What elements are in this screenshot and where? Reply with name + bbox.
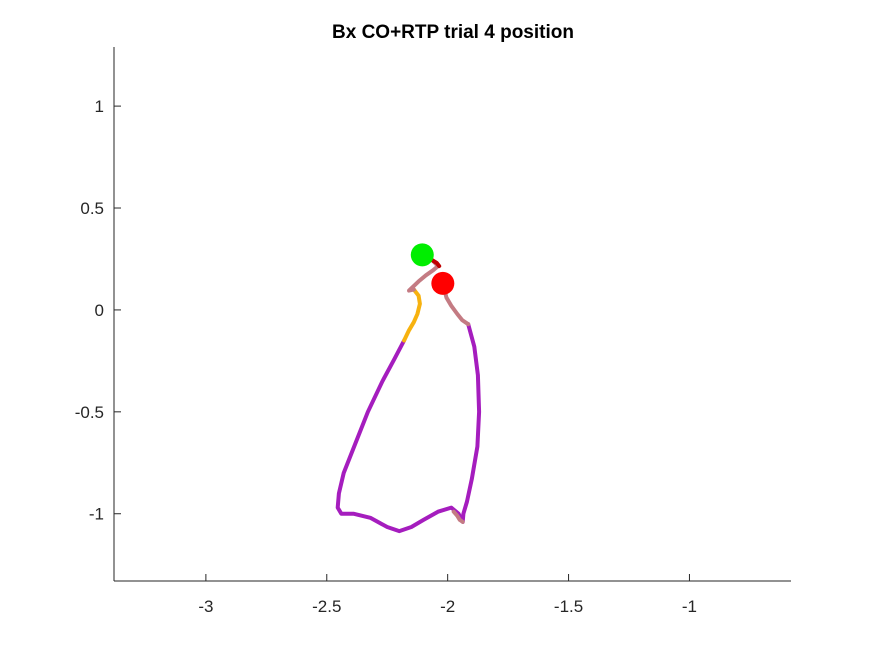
trajectory-traces bbox=[335, 254, 482, 534]
y-tick-label: 0 bbox=[95, 301, 104, 320]
x-tick-label: -3 bbox=[198, 597, 213, 616]
x-tick-label: -1 bbox=[682, 597, 697, 616]
trajectory-segment bbox=[440, 281, 471, 327]
trajectory-markers bbox=[410, 243, 455, 295]
trajectory-segment bbox=[451, 509, 465, 524]
axes: -3 -2.5 -2 -1.5 -1 1 0.5 0 -0.5 -1 bbox=[75, 47, 791, 616]
x-tick-label: -2 bbox=[440, 597, 455, 616]
start-marker bbox=[410, 243, 434, 267]
x-tick-label: -1.5 bbox=[554, 597, 583, 616]
y-tick-label: 1 bbox=[95, 97, 104, 116]
chart-title: Bx CO+RTP trial 4 position bbox=[332, 22, 574, 43]
trajectory-segment bbox=[335, 322, 482, 534]
y-tick-label: -1 bbox=[89, 505, 104, 524]
x-tick-label: -2.5 bbox=[312, 597, 341, 616]
end-marker bbox=[431, 271, 455, 295]
y-tick-label: -0.5 bbox=[75, 403, 104, 422]
trajectory-segment bbox=[402, 287, 422, 343]
y-tick-label: 0.5 bbox=[80, 199, 104, 218]
